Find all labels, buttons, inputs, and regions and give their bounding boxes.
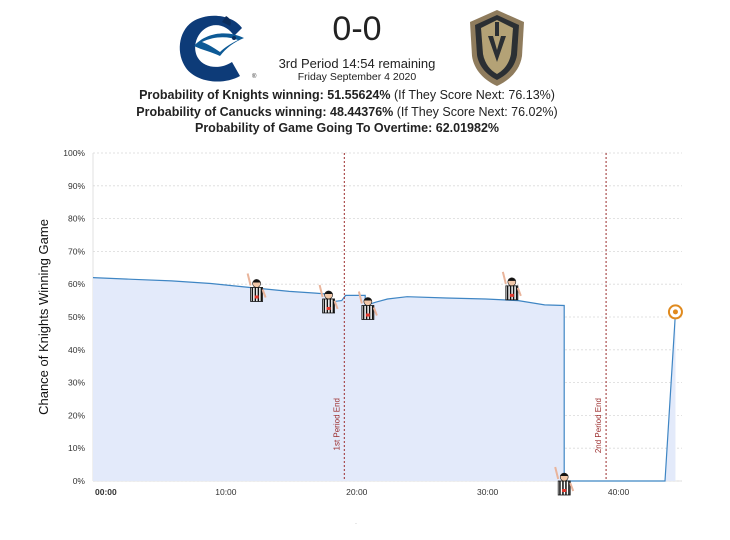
referee-penalty-icon <box>554 466 575 496</box>
x-tick-label: 20:00 <box>346 487 368 497</box>
series-area <box>93 277 676 481</box>
golden-knights-logo-icon <box>470 10 524 86</box>
period-status: 3rd Period 14:54 remaining <box>278 56 436 71</box>
current-point-layer <box>667 304 683 320</box>
referee-penalty-icon <box>357 291 378 320</box>
current-point-dot <box>672 309 678 315</box>
overtime-probability-value: Probability of Game Going To Overtime: 6… <box>194 121 500 135</box>
period-end-label: 2nd Period End <box>594 398 603 453</box>
footer-mark: · <box>355 521 357 527</box>
x-tick-label: 40:00 <box>608 487 630 497</box>
y-tick-label: 90% <box>68 181 85 191</box>
y-tick-label: 20% <box>68 410 85 420</box>
y-tick-label: 50% <box>68 312 85 322</box>
y-tick-label: 100% <box>63 148 85 158</box>
overtime-probability: Probability of Game Going To Overtime: 6… <box>0 121 694 135</box>
knights-score-next: (If They Score Next: 76.13%) <box>390 88 555 102</box>
x-tick-label: 10:00 <box>215 487 237 497</box>
canucks-probability: Probability of Canucks winning: 48.44376… <box>0 105 694 119</box>
game-date: Friday September 4 2020 <box>297 71 417 83</box>
x-axis-ticks: 00:00 10:00 20:00 30:00 40:00 <box>93 480 682 497</box>
period-markers: 1st Period End 2nd Period End <box>332 153 607 481</box>
y-axis-label: Chance of Knights Winning Game <box>36 219 51 415</box>
canucks-logo-icon: ® <box>179 15 257 82</box>
knights-probability: Probability of Knights winning: 51.55624… <box>0 88 694 102</box>
referee-penalty-icon <box>318 284 339 314</box>
game-header: ® 0-0 3rd Period 14:54 remaining Friday … <box>0 0 730 140</box>
y-tick-label: 70% <box>68 246 85 256</box>
penalty-markers <box>246 271 575 496</box>
y-tick-label: 0% <box>73 476 86 486</box>
referee-penalty-icon <box>501 271 522 301</box>
canucks-score-next: (If They Score Next: 76.02%) <box>393 105 558 119</box>
win-probability-chart: 100% 90% 80% 70% 60% 50% 40% 30% 20% 10% 0% 00:00 1… <box>36 148 683 527</box>
y-tick-label: 80% <box>68 214 85 224</box>
game-score: 0-0 <box>332 10 382 48</box>
referee-penalty-icon <box>246 273 267 302</box>
knights-probability-value: Probability of Knights winning: 51.55624… <box>139 88 391 102</box>
canucks-probability-value: Probability of Canucks winning: 48.44376… <box>136 105 394 119</box>
y-tick-label: 10% <box>68 443 85 453</box>
y-tick-label: 30% <box>68 378 85 388</box>
period-end-label: 1st Period End <box>332 398 341 450</box>
x-tick-label: 30:00 <box>477 487 499 497</box>
y-tick-label: 60% <box>68 279 85 289</box>
x-tick-label: 00:00 <box>95 487 117 497</box>
svg-text:®: ® <box>252 73 257 80</box>
y-axis-ticks: 100% 90% 80% 70% 60% 50% 40% 30% 20% 10% 0% <box>63 148 85 486</box>
y-tick-label: 40% <box>68 345 85 355</box>
series-layer <box>92 277 677 482</box>
